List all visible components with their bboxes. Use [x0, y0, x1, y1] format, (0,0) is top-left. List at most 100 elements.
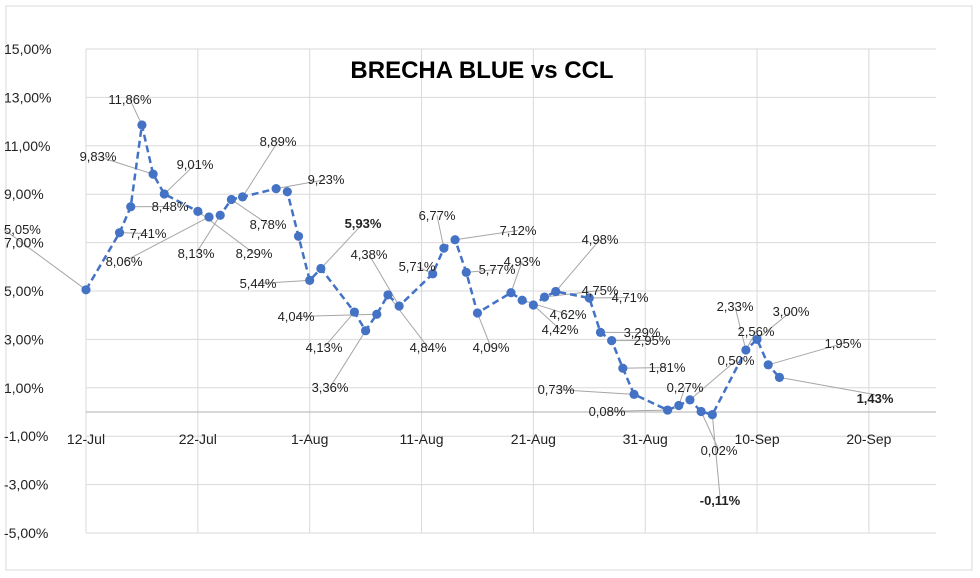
data-point	[551, 286, 561, 297]
data-point	[361, 326, 371, 336]
leader-line	[711, 414, 721, 497]
data-points	[81, 120, 785, 420]
leader-line	[756, 311, 792, 340]
data-point	[372, 309, 382, 319]
leader-lines	[3, 99, 876, 497]
y-tick-label: 15,00%	[4, 41, 51, 57]
x-tick-label: 22-Jul	[179, 431, 217, 447]
y-tick-label: -3,00%	[4, 477, 48, 493]
data-label: 5,05%	[4, 222, 41, 237]
data-point	[383, 290, 393, 300]
data-label: 3,29%	[624, 325, 661, 340]
data-label: 4,13%	[306, 340, 343, 355]
leader-line	[276, 178, 327, 190]
leader-line	[163, 164, 196, 195]
y-tick-label: 7,00%	[4, 235, 44, 251]
data-point	[215, 210, 225, 220]
data-point	[204, 212, 214, 222]
data-point	[629, 389, 639, 399]
leader-line	[606, 409, 668, 412]
data-label: 1,81%	[649, 360, 686, 375]
leader-line	[387, 294, 429, 348]
data-label: 5,44%	[240, 276, 277, 291]
leader-line	[555, 239, 601, 292]
data-label: 8,48%	[152, 199, 189, 214]
leader-line	[323, 311, 355, 348]
data-point	[439, 243, 449, 253]
leader-line	[436, 215, 445, 249]
data-point	[461, 267, 471, 277]
data-label: 4,62%	[550, 307, 587, 322]
data-point	[472, 308, 483, 318]
data-point	[237, 192, 248, 202]
leader-line	[129, 99, 143, 126]
leader-line	[329, 330, 367, 388]
data-point	[126, 202, 136, 212]
data-point	[305, 275, 315, 285]
data-label: 4,04%	[278, 309, 315, 324]
data-point	[539, 292, 550, 302]
data-point	[316, 263, 326, 274]
data-point	[293, 231, 304, 241]
data-label: 4,42%	[542, 322, 579, 337]
data-label: 4,84%	[410, 340, 447, 355]
data-label: 11,86%	[108, 92, 152, 107]
data-point	[148, 169, 158, 179]
data-label: 4,71%	[612, 290, 649, 305]
leader-line	[533, 304, 561, 330]
data-point	[528, 300, 538, 310]
data-label: 5,71%	[399, 259, 436, 274]
leader-line	[768, 342, 844, 366]
leader-line	[589, 296, 631, 299]
y-tick-label: -5,00%	[4, 525, 48, 541]
data-point	[271, 184, 281, 194]
data-label: 2,33%	[717, 299, 754, 314]
y-tick-label: 5,00%	[4, 283, 44, 299]
x-tick-label: 21-Aug	[511, 431, 556, 447]
y-tick-label: 1,00%	[4, 380, 44, 396]
y-tick-label: 9,00%	[4, 186, 44, 202]
gridlines	[85, 48, 936, 534]
leader-line	[555, 388, 635, 395]
data-label: 0,50%	[718, 353, 755, 368]
data-label: 1,43%	[857, 391, 894, 406]
data-point	[226, 194, 236, 205]
y-tick-label: -1,00%	[4, 428, 48, 444]
leader-line	[231, 199, 269, 225]
chart-title: BRECHA BLUE vs CCL	[350, 57, 613, 84]
data-point	[763, 360, 773, 370]
leader-line	[320, 223, 364, 269]
data-label: 0,02%	[701, 443, 738, 458]
data-point	[674, 400, 684, 411]
data-label: 0,27%	[667, 380, 704, 395]
data-label: 7,12%	[500, 223, 537, 238]
data-point	[662, 405, 673, 415]
data-label: 4,09%	[473, 340, 510, 355]
leader-line	[700, 411, 720, 451]
data-point	[349, 307, 360, 317]
data-label: 8,78%	[250, 217, 287, 232]
data-point	[618, 363, 628, 373]
data-point	[428, 269, 438, 279]
leader-line	[119, 232, 149, 234]
x-axis-tick-labels: 12-Jul 22-Jul 1-Aug 11-Aug 21-Aug 31-Aug 10-Se…	[67, 431, 892, 447]
data-label: 3,36%	[312, 380, 349, 395]
leader-line	[689, 360, 737, 401]
data-label: 8,13%	[178, 246, 215, 261]
data-point	[282, 187, 292, 197]
data-point	[394, 301, 404, 311]
data-point	[696, 406, 706, 417]
data-label: 8,06%	[106, 254, 143, 269]
leader-line	[97, 155, 154, 175]
leader-line	[195, 214, 221, 254]
leader-line	[3, 229, 87, 291]
data-point	[741, 345, 751, 355]
chart-border	[5, 5, 973, 571]
data-point	[584, 293, 594, 303]
leader-line	[510, 261, 523, 293]
data-label: 3,00%	[773, 304, 810, 319]
x-tick-label: 11-Aug	[399, 431, 443, 447]
x-tick-label: 31-Aug	[623, 431, 668, 447]
